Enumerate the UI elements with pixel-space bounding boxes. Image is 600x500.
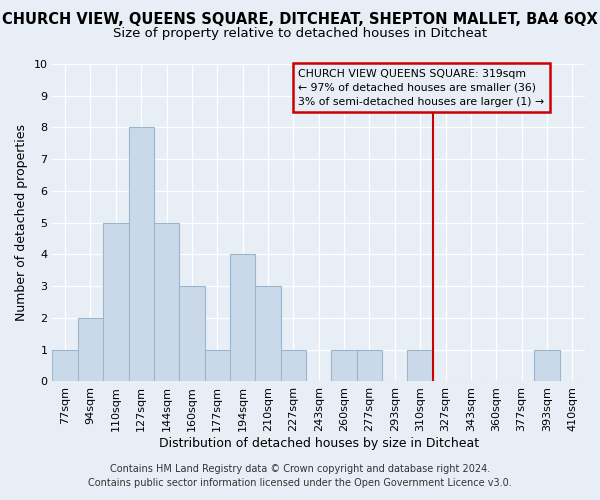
Bar xyxy=(103,222,128,382)
Text: Contains HM Land Registry data © Crown copyright and database right 2024.
Contai: Contains HM Land Registry data © Crown c… xyxy=(88,464,512,487)
Text: CHURCH VIEW QUEENS SQUARE: 319sqm
← 97% of detached houses are smaller (36)
3% o: CHURCH VIEW QUEENS SQUARE: 319sqm ← 97% … xyxy=(298,69,545,107)
X-axis label: Distribution of detached houses by size in Ditcheat: Distribution of detached houses by size … xyxy=(158,437,479,450)
Bar xyxy=(331,350,357,382)
Bar xyxy=(205,350,230,382)
Text: CHURCH VIEW, QUEENS SQUARE, DITCHEAT, SHEPTON MALLET, BA4 6QX: CHURCH VIEW, QUEENS SQUARE, DITCHEAT, SH… xyxy=(2,12,598,28)
Bar xyxy=(407,350,433,382)
Bar xyxy=(154,222,179,382)
Bar xyxy=(179,286,205,382)
Text: Size of property relative to detached houses in Ditcheat: Size of property relative to detached ho… xyxy=(113,28,487,40)
Bar xyxy=(230,254,256,382)
Bar xyxy=(534,350,560,382)
Bar xyxy=(281,350,306,382)
Y-axis label: Number of detached properties: Number of detached properties xyxy=(15,124,28,321)
Bar xyxy=(52,350,78,382)
Bar xyxy=(256,286,281,382)
Bar xyxy=(357,350,382,382)
Bar xyxy=(128,128,154,382)
Bar xyxy=(78,318,103,382)
